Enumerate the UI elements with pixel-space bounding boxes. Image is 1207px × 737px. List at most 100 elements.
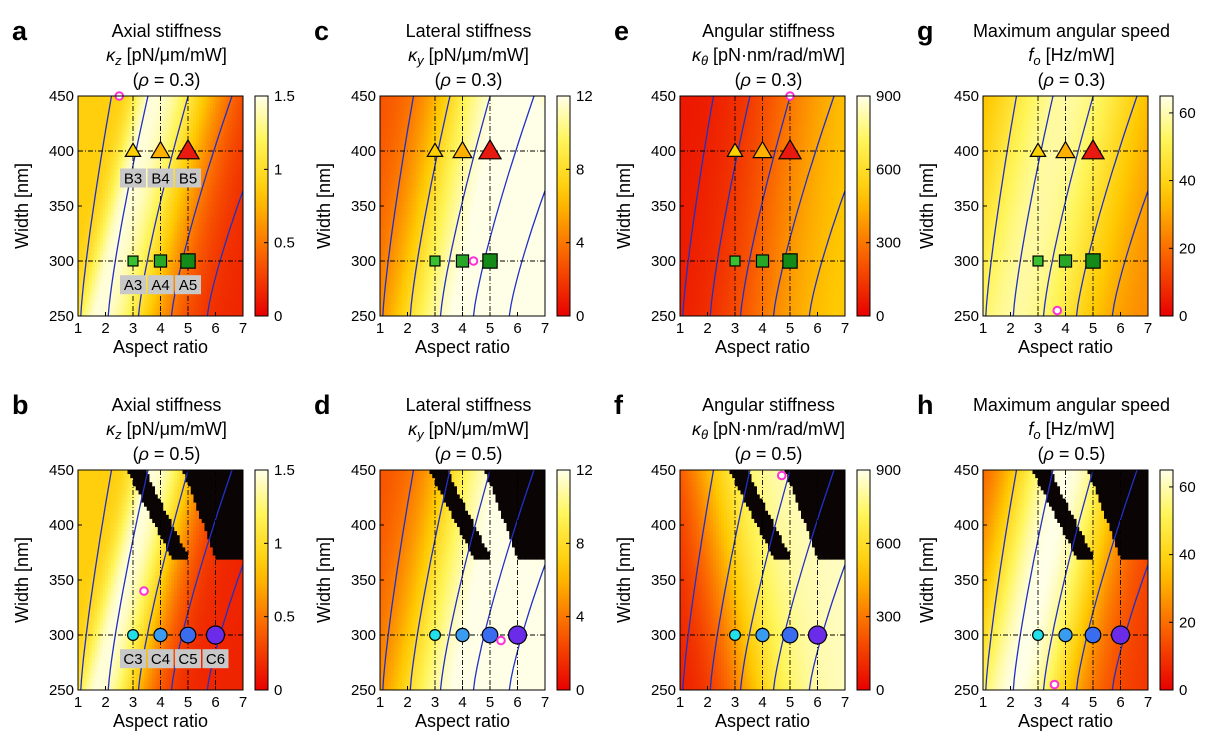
heatmap-cell (454, 181, 458, 187)
heatmap-cell (182, 132, 186, 138)
square-marker (153, 254, 168, 268)
heatmap-cell (182, 234, 186, 239)
heatmap-cell (177, 165, 181, 170)
heatmap-cell (212, 153, 216, 158)
heatmap-cell (177, 201, 181, 207)
heatmap-cell (207, 226, 211, 231)
heatmap-cell (138, 157, 142, 162)
heatmap-cell (391, 210, 395, 215)
heatmap-cell (201, 197, 205, 203)
heatmap-cell (155, 112, 159, 117)
heatmap-cell (407, 181, 411, 187)
heatmap-cell (462, 275, 466, 280)
heatmap-cell (443, 307, 447, 313)
heatmap-cell (174, 189, 178, 195)
heatmap-cell (393, 116, 397, 121)
heatmap-cell (149, 299, 153, 305)
heatmap-cell (141, 222, 145, 227)
heatmap-cell (443, 120, 447, 125)
heatmap-cell (396, 263, 400, 268)
heatmap-cell (221, 214, 225, 219)
heatmap-cell (111, 299, 115, 305)
heatmap-cell (177, 263, 181, 268)
heatmap-cell (396, 287, 400, 292)
heatmap-cell (424, 132, 428, 138)
heatmap-cell (218, 283, 222, 288)
heatmap-cell (122, 201, 126, 207)
heatmap-cell (196, 104, 200, 109)
heatmap-cell (240, 112, 243, 117)
heatmap-cell (141, 157, 145, 162)
heatmap-cell (152, 267, 156, 272)
heatmap-cell (223, 181, 227, 187)
heatmap-cell (160, 165, 164, 170)
heatmap-cell (396, 140, 400, 146)
heatmap-cell (437, 279, 441, 284)
heatmap-cell (462, 267, 466, 272)
heatmap-cell (396, 193, 400, 199)
heatmap-cell (437, 295, 441, 301)
heatmap-cell (108, 311, 112, 316)
heatmap-cell (168, 311, 172, 316)
heatmap-cell (426, 96, 430, 101)
heatmap-cell (199, 267, 203, 272)
heatmap-cell (215, 238, 219, 244)
heatmap-cell (182, 120, 186, 125)
heatmap-cell (100, 222, 104, 227)
heatmap-cell (232, 230, 236, 235)
heatmap-cell (426, 299, 430, 305)
heatmap-cell (199, 299, 203, 305)
heatmap-cell (218, 311, 222, 316)
heatmap-cell (179, 307, 183, 313)
heatmap-cell (135, 96, 139, 101)
heatmap-cell (199, 108, 203, 113)
heatmap-cell (127, 226, 131, 231)
heatmap-cell (440, 234, 444, 239)
heatmap-cell (141, 307, 145, 313)
heatmap-cell (135, 299, 139, 305)
heatmap-cell (404, 279, 408, 284)
heatmap-cell (407, 100, 411, 105)
heatmap-cell (443, 136, 447, 142)
heatmap-cell (212, 210, 216, 215)
heatmap-cell (451, 222, 455, 227)
heatmap-cell (83, 218, 87, 223)
heatmap-cell (232, 283, 236, 288)
heatmap-cell (89, 242, 93, 248)
heatmap-cell (435, 96, 439, 101)
heatmap-cell (212, 201, 216, 207)
heatmap-cell (218, 104, 222, 109)
heatmap-cell (199, 250, 203, 256)
heatmap-cell (149, 124, 153, 129)
heatmap-cell (382, 226, 386, 231)
heatmap-cell (108, 210, 112, 215)
heatmap-cell (89, 230, 93, 235)
heatmap-cell (86, 144, 90, 150)
heatmap-cell (223, 197, 227, 203)
heatmap-cell (119, 124, 123, 129)
heatmap-cell (185, 295, 189, 301)
heatmap-cell (380, 279, 384, 284)
heatmap-cell (448, 120, 452, 125)
heatmap-cell (122, 263, 126, 268)
heatmap-cell (212, 214, 216, 219)
heatmap-cell (237, 157, 241, 162)
heatmap-cell (221, 173, 225, 178)
heatmap-cell (166, 307, 170, 313)
heatmap-cell (418, 307, 422, 313)
heatmap-cell (124, 144, 128, 150)
heatmap-cell (124, 263, 128, 268)
heatmap-cell (78, 189, 82, 195)
heatmap-cell (435, 206, 439, 211)
heatmap-cell (413, 189, 417, 195)
heatmap-cell (135, 165, 139, 170)
heatmap-cell (215, 169, 219, 174)
heatmap-cell (221, 169, 225, 174)
heatmap-cell (237, 140, 241, 146)
heatmap-cell (234, 181, 238, 187)
heatmap-cell (157, 124, 161, 129)
heatmap-cell (402, 193, 406, 199)
heatmap-cell (402, 169, 406, 174)
heatmap-cell (201, 148, 205, 154)
heatmap-cell (232, 177, 236, 182)
